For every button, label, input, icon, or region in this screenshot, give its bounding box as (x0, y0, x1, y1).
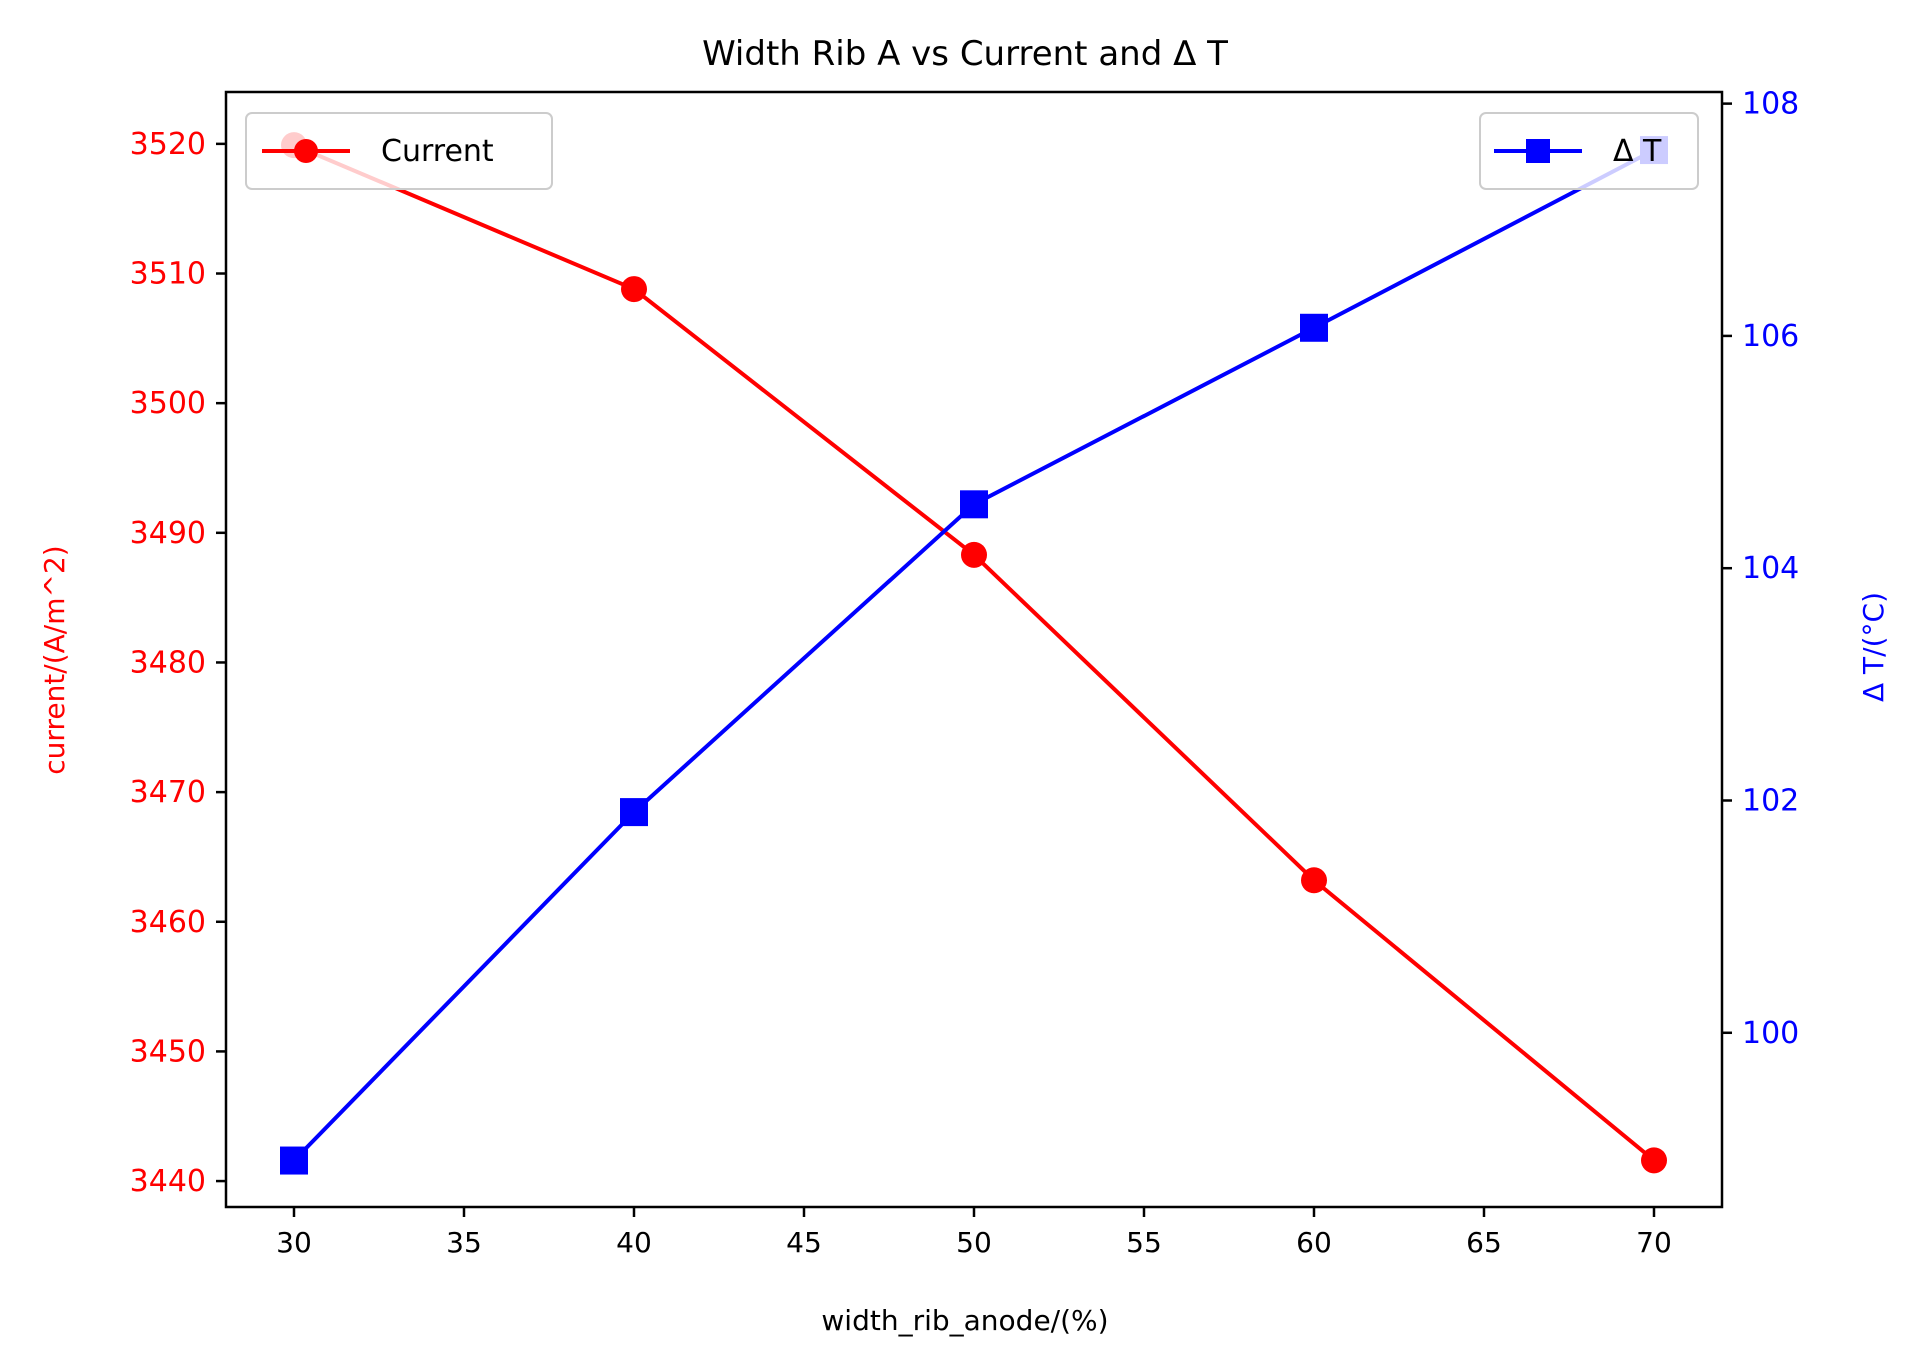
y-right-tick-label: 106 (1742, 319, 1799, 354)
legend-delta-t: Δ T (1479, 112, 1699, 190)
chart-title: Width Rib A vs Current and Δ T (702, 34, 1228, 74)
y-left-tick-label: 3450 (130, 1034, 206, 1069)
x-tick-label: 65 (1466, 1226, 1502, 1259)
y-left-tick-label: 3490 (130, 516, 206, 551)
data-point-delta-t (280, 1146, 308, 1175)
data-point-current (1641, 1147, 1667, 1174)
y-left-tick-label: 3460 (130, 905, 206, 940)
x-tick-label: 40 (616, 1226, 652, 1259)
x-tick-label: 55 (1126, 1226, 1162, 1259)
x-tick-label: 60 (1296, 1226, 1332, 1259)
y-left-tick-label: 3510 (130, 257, 206, 292)
x-tick-label: 45 (786, 1226, 822, 1259)
y-left-tick-label: 3500 (130, 386, 206, 421)
legend-delta-t-marker (1526, 139, 1550, 163)
y-right-tick-label: 104 (1742, 551, 1799, 586)
y-left-tick-label: 3470 (130, 775, 206, 810)
data-point-delta-t (960, 490, 988, 519)
legend-delta-t-frame (1479, 112, 1699, 190)
x-tick-label: 50 (956, 1226, 992, 1259)
data-point-current (621, 276, 647, 303)
axes: 30 35 40 45 50 55 60 65 70 3440 3450 3460 3470 3480 34… (130, 87, 1800, 1259)
legend-current-frame (245, 112, 553, 190)
x-tick-label: 70 (1636, 1226, 1672, 1259)
y-right-tick-label: 102 (1742, 783, 1799, 818)
data-point-current (961, 541, 987, 568)
y-left-tick-label: 3440 (130, 1164, 206, 1199)
legend-current: Current (245, 112, 553, 190)
data-point-delta-t (620, 798, 648, 827)
y-left-tick-label: 3480 (130, 645, 206, 680)
y-axis-right-label: Δ T/(°C) (1857, 592, 1890, 702)
x-axis-label: width_rib_anode/(%) (821, 1304, 1108, 1337)
data-point-delta-t (1300, 313, 1328, 342)
y-left-tick-label: 3520 (130, 127, 206, 162)
x-tick-label: 35 (446, 1226, 482, 1259)
legend-current-label: Current (381, 134, 494, 169)
legend-current-marker (294, 139, 318, 163)
legend-delta-t-label: Δ T (1613, 134, 1662, 169)
y-axis-left-label: current/(A/m^2) (38, 545, 71, 774)
x-tick-label: 30 (276, 1226, 312, 1259)
y-right-tick-label: 100 (1742, 1016, 1799, 1051)
y-right-tick-label: 108 (1742, 87, 1799, 122)
data-point-current (1301, 867, 1327, 894)
